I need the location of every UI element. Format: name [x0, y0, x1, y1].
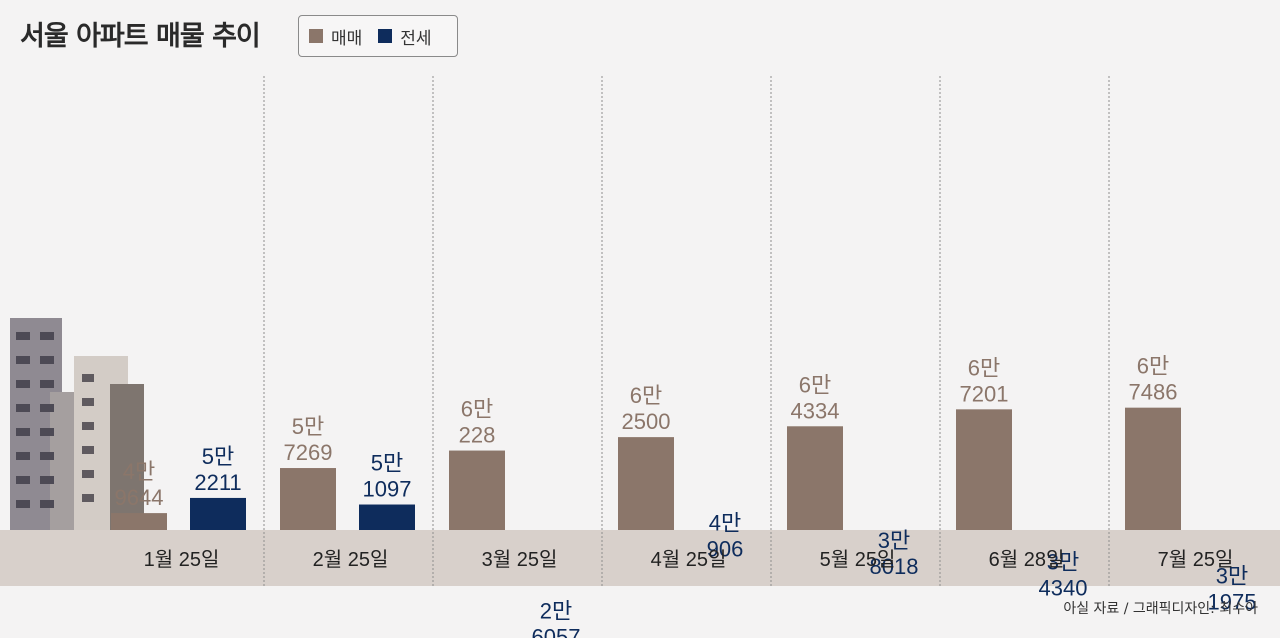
building-4	[110, 384, 144, 530]
data-label: 6만	[1137, 354, 1169, 379]
building-window	[82, 374, 94, 382]
data-label: 8018	[870, 554, 919, 579]
category-label: 7월 25일	[1158, 548, 1234, 571]
data-label: 4만	[709, 511, 741, 536]
data-label: 5만	[292, 414, 324, 439]
data-label: 6만	[461, 397, 493, 422]
legend-label-sale: 매매	[331, 28, 363, 49]
bar-jeonse	[359, 504, 415, 530]
data-label: 6만	[968, 355, 1000, 380]
data-label: 228	[459, 423, 496, 448]
bar-sale	[111, 513, 167, 530]
bar-sale	[787, 426, 843, 530]
building-window	[16, 428, 30, 436]
building-window	[16, 404, 30, 412]
data-label: 9644	[115, 485, 164, 510]
category-band	[0, 530, 1280, 586]
data-label: 3만	[878, 528, 910, 553]
data-label: 7269	[284, 440, 333, 465]
building-window	[82, 494, 94, 502]
building-window	[82, 398, 94, 406]
data-label: 3만	[1047, 550, 1079, 575]
category-label: 1월 25일	[144, 548, 220, 571]
building-window	[16, 476, 30, 484]
data-label: 3만	[1216, 564, 1248, 589]
legend-item-sale: 매매	[309, 24, 362, 49]
building-window	[40, 452, 54, 460]
legend: 매매 전세	[298, 15, 458, 57]
building-window	[16, 452, 30, 460]
category-label: 3월 25일	[482, 548, 558, 571]
bar-sale	[1125, 407, 1181, 530]
building-window	[82, 470, 94, 478]
legend-swatch-jeonse	[378, 29, 393, 43]
category-label: 6월 28일	[989, 548, 1065, 571]
building-window	[40, 428, 54, 436]
data-label: 6만	[630, 383, 662, 408]
data-label: 2211	[194, 470, 241, 495]
building-window	[40, 380, 54, 388]
bar-jeonse	[190, 497, 246, 530]
data-label: 7486	[1129, 380, 1178, 405]
building-window	[40, 500, 54, 508]
data-label: 906	[707, 537, 744, 562]
legend-swatch-sale	[309, 29, 323, 43]
bar-sale	[618, 437, 674, 530]
data-label: 5만	[371, 451, 403, 476]
building-window	[40, 404, 54, 412]
category-label: 4월 25일	[651, 548, 727, 571]
data-label: 7201	[960, 381, 1009, 406]
legend-item-jeonse: 전세	[378, 24, 432, 49]
building-window	[16, 356, 30, 364]
bar-sale	[280, 468, 336, 530]
legend-label-jeonse: 전세	[400, 28, 432, 49]
bar-sale	[449, 450, 505, 530]
building-window	[16, 380, 30, 388]
data-label: 1097	[363, 477, 412, 502]
bar-sale	[956, 409, 1012, 530]
data-label: 1975	[1208, 590, 1257, 615]
data-label: 6만	[799, 372, 831, 397]
category-label: 2월 25일	[313, 548, 389, 571]
building-window	[40, 356, 54, 364]
source-credit: 아실 자료 / 그래픽디자인: 최수아	[1063, 601, 1258, 617]
building-window	[82, 446, 94, 454]
building-window	[82, 422, 94, 430]
category-label: 5월 25일	[820, 548, 896, 571]
chart-title: 서울 아파트 매물 추이	[20, 21, 261, 52]
data-label: 2500	[622, 409, 671, 434]
data-label: 5만	[202, 444, 234, 469]
data-label: 4334	[791, 398, 840, 423]
data-label: 2만	[540, 599, 572, 624]
data-label: 6057	[532, 625, 581, 638]
building-window	[40, 476, 54, 484]
data-label: 4340	[1039, 576, 1088, 601]
data-label: 4만	[123, 459, 155, 484]
building-window	[40, 332, 54, 340]
building-window	[16, 500, 30, 508]
building-window	[16, 332, 30, 340]
